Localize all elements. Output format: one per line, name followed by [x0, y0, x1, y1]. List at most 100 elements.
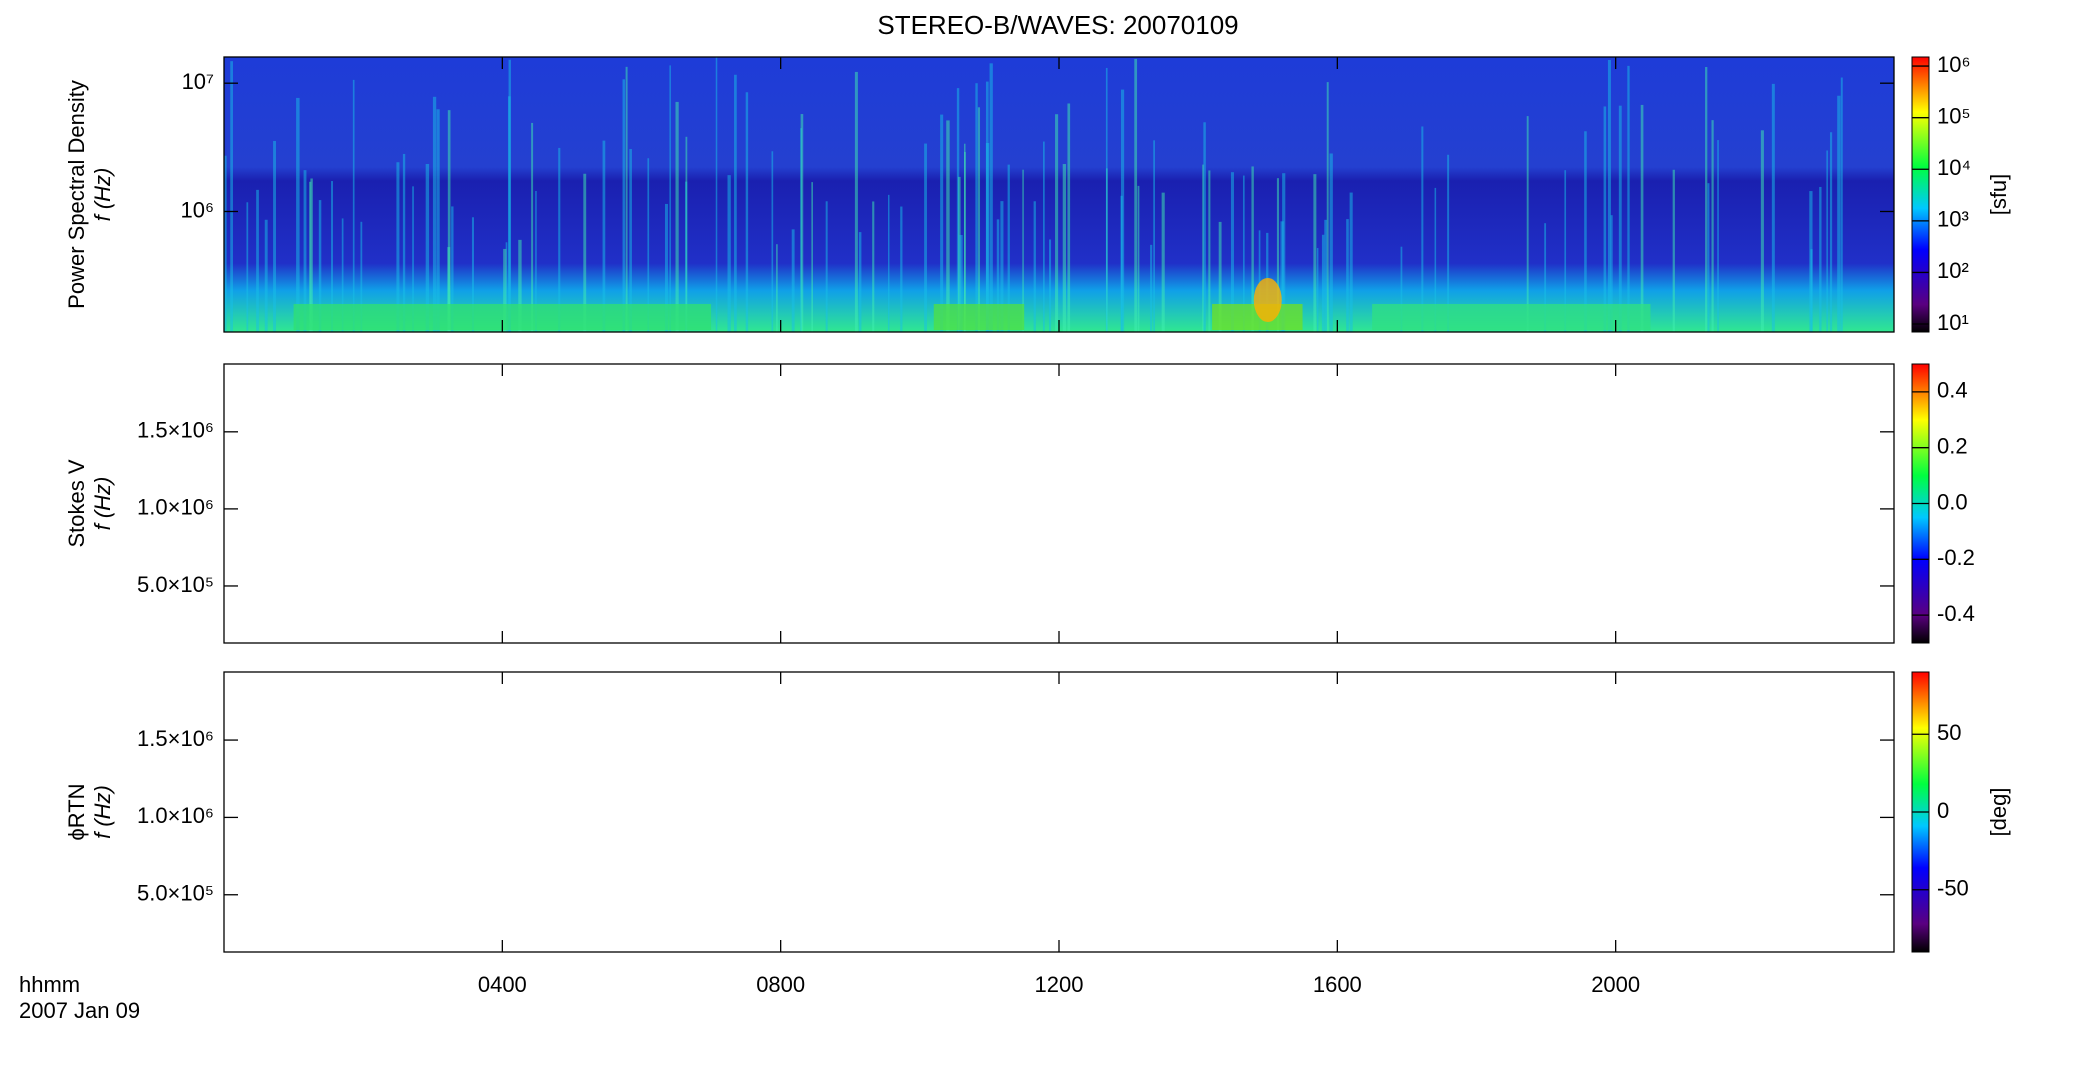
x-tick-label: 2000: [1591, 972, 1640, 997]
colorbar-tick-label: 10⁵: [1937, 103, 1971, 128]
spectrogram-burst: [264, 219, 268, 332]
spectrogram-band: [933, 304, 1025, 330]
spectrogram-burst: [1640, 104, 1644, 332]
spectrogram-burst: [1230, 172, 1234, 332]
spectrogram-burst: [1349, 192, 1353, 332]
spectrogram-burst: [1672, 169, 1675, 332]
spectrogram-burst: [1062, 164, 1066, 332]
spectrogram-burst: [412, 186, 414, 332]
spectrogram-burst: [1150, 244, 1153, 332]
spectrogram-burst: [1251, 166, 1254, 332]
spectrogram-burst: [825, 201, 828, 332]
spectrogram-burst: [1253, 278, 1282, 322]
spectrogram-burst: [230, 61, 233, 333]
spectrogram-burst: [1042, 141, 1045, 332]
spectrogram-burst: [1120, 195, 1123, 332]
spectrogram-burst: [776, 244, 778, 332]
spectrogram-burst: [1258, 230, 1261, 332]
spectrogram-burst: [1829, 132, 1833, 332]
spectrogram-band: [1372, 304, 1651, 330]
spectrogram-burst: [1711, 120, 1714, 332]
colorbar-tick-label: 10¹: [1937, 310, 1969, 335]
spectrogram-burst: [989, 63, 993, 332]
spectrogram-burst: [436, 109, 440, 332]
spectrogram-burst: [985, 142, 990, 332]
spectrogram-burst: [1007, 164, 1010, 332]
x-axis-label: 2007 Jan 09: [19, 998, 140, 1023]
spectrogram-burst: [858, 232, 862, 332]
spectrogram-burst: [811, 182, 813, 332]
spectrogram-burst: [531, 122, 534, 332]
y-axis-label: f (Hz): [90, 168, 115, 222]
spectrogram-burst: [1055, 114, 1059, 333]
spectrogram-burst: [771, 151, 774, 332]
spectrogram-burst: [273, 140, 276, 332]
spectrogram-burst: [1134, 58, 1138, 333]
spectrogram-burst: [507, 96, 511, 333]
spectrogram: [224, 57, 1894, 332]
spectrogram-burst: [1564, 170, 1567, 332]
spectrogram-burst: [451, 206, 454, 332]
spectrogram-burst: [1276, 178, 1280, 332]
x-tick-label: 0400: [478, 972, 527, 997]
spectrogram-burst: [303, 170, 307, 332]
spectrogram-burst: [664, 203, 668, 332]
spectrogram-burst: [959, 234, 963, 332]
spectrogram-burst: [471, 217, 475, 332]
spectrogram-burst: [996, 219, 1000, 332]
y-tick-label: 5.0×10⁵: [137, 881, 214, 906]
spectrogram-burst: [1760, 130, 1764, 332]
y-axis-label: Stokes V: [64, 459, 89, 547]
spectrogram-burst: [505, 242, 508, 332]
spectrogram-burst: [1208, 170, 1211, 332]
y-axis-label: f (Hz): [90, 477, 115, 531]
spectrogram-burst: [309, 181, 312, 332]
spectrogram-burst: [1544, 223, 1547, 332]
spectrogram-burst: [854, 71, 858, 332]
spectrogram-burst: [1603, 106, 1607, 333]
spectrogram-burst: [1771, 83, 1775, 332]
spectrogram-burst: [1400, 246, 1403, 332]
spectrogram-burst: [791, 229, 795, 332]
colorbar-label: [deg]: [1986, 788, 2011, 837]
spectrogram-burst: [1321, 234, 1325, 332]
spectrogram-burst: [352, 79, 355, 332]
spectrogram-burst: [318, 200, 322, 332]
spectrogram-burst: [1584, 131, 1587, 332]
spectrogram-burst: [872, 201, 875, 332]
spectrogram-burst: [669, 65, 671, 333]
spectrogram-burst: [629, 149, 632, 332]
spectrogram-burst: [622, 79, 625, 333]
y-tick-label: 10⁶: [180, 197, 214, 222]
spectrogram-burst: [518, 239, 522, 332]
spectrogram-burst: [1316, 248, 1319, 332]
spectrogram-burst: [1049, 239, 1052, 332]
spectrogram-burst: [800, 114, 804, 332]
spectrogram-burst: [447, 110, 451, 332]
spectrogram-burst: [1280, 221, 1284, 332]
spectrogram-burst: [924, 143, 927, 332]
y-tick-label: 10⁷: [182, 69, 214, 94]
spectrogram-burst: [977, 107, 981, 332]
spectrogram-burst: [1447, 154, 1450, 332]
colorbar: [1911, 56, 1930, 333]
colorbar-tick-label: -0.2: [1937, 545, 1975, 570]
spectrogram-burst: [1607, 59, 1611, 333]
spectrogram-burst: [1218, 221, 1222, 332]
x-axis-label: hhmm: [19, 972, 80, 997]
spectrogram-burst: [975, 83, 978, 332]
spectrogram-burst: [1033, 201, 1036, 332]
colorbar-tick-label: 10⁴: [1937, 155, 1971, 180]
spectrogram-burst: [602, 140, 606, 332]
spectrogram-burst: [402, 153, 406, 332]
spectrogram-burst: [647, 158, 650, 332]
spectrogram-burst: [1810, 249, 1813, 332]
x-tick-label: 1200: [1035, 972, 1084, 997]
x-tick-label: 0800: [756, 972, 805, 997]
plot-frame: [223, 671, 1895, 953]
spectrogram-burst: [1840, 77, 1843, 332]
spectrogram-burst: [1717, 140, 1719, 332]
spectrogram-burst: [1161, 192, 1165, 332]
spectrogram-burst: [341, 218, 344, 332]
